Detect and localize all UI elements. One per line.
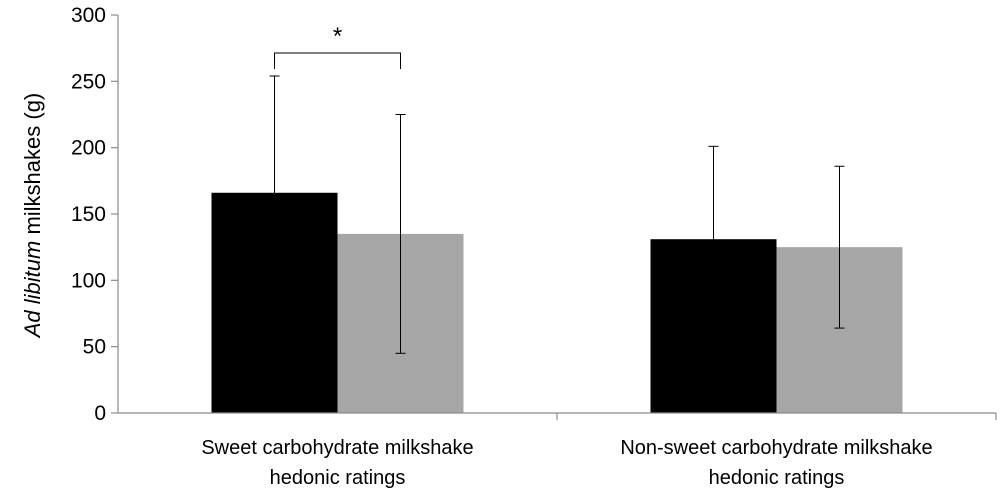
y-axis-ticks: 0 50 100 150 200 250 300 (71, 4, 118, 425)
category-labels: Sweet carbohydrate milkshake hedonic rati… (201, 437, 932, 489)
y-tick-label: 150 (71, 203, 106, 226)
y-axis-label-rest: milkshakes (g) (20, 93, 45, 241)
y-tick-label: 200 (71, 137, 106, 160)
category-label-line2: hedonic ratings (709, 467, 845, 489)
y-tick-label: 300 (71, 4, 106, 27)
y-tick-label: 100 (71, 269, 106, 292)
y-tick-label: 0 (94, 402, 106, 425)
significance-star: * (333, 23, 342, 50)
significance-bracket (274, 52, 401, 69)
y-axis-label-italic: Ad libitum (20, 241, 45, 340)
category-label-line1: Sweet carbohydrate milkshake (201, 437, 473, 459)
category-label-line1: Non-sweet carbohydrate milkshake (620, 437, 932, 459)
bars (211, 192, 903, 413)
significance-annotations: * (274, 23, 401, 69)
y-axis-label: Ad libitum milkshakes (g) (20, 93, 45, 340)
y-tick-label: 50 (83, 336, 106, 359)
error-bars (269, 75, 845, 354)
y-tick-label: 250 (71, 70, 106, 93)
category-label-line2: hedonic ratings (270, 467, 406, 489)
